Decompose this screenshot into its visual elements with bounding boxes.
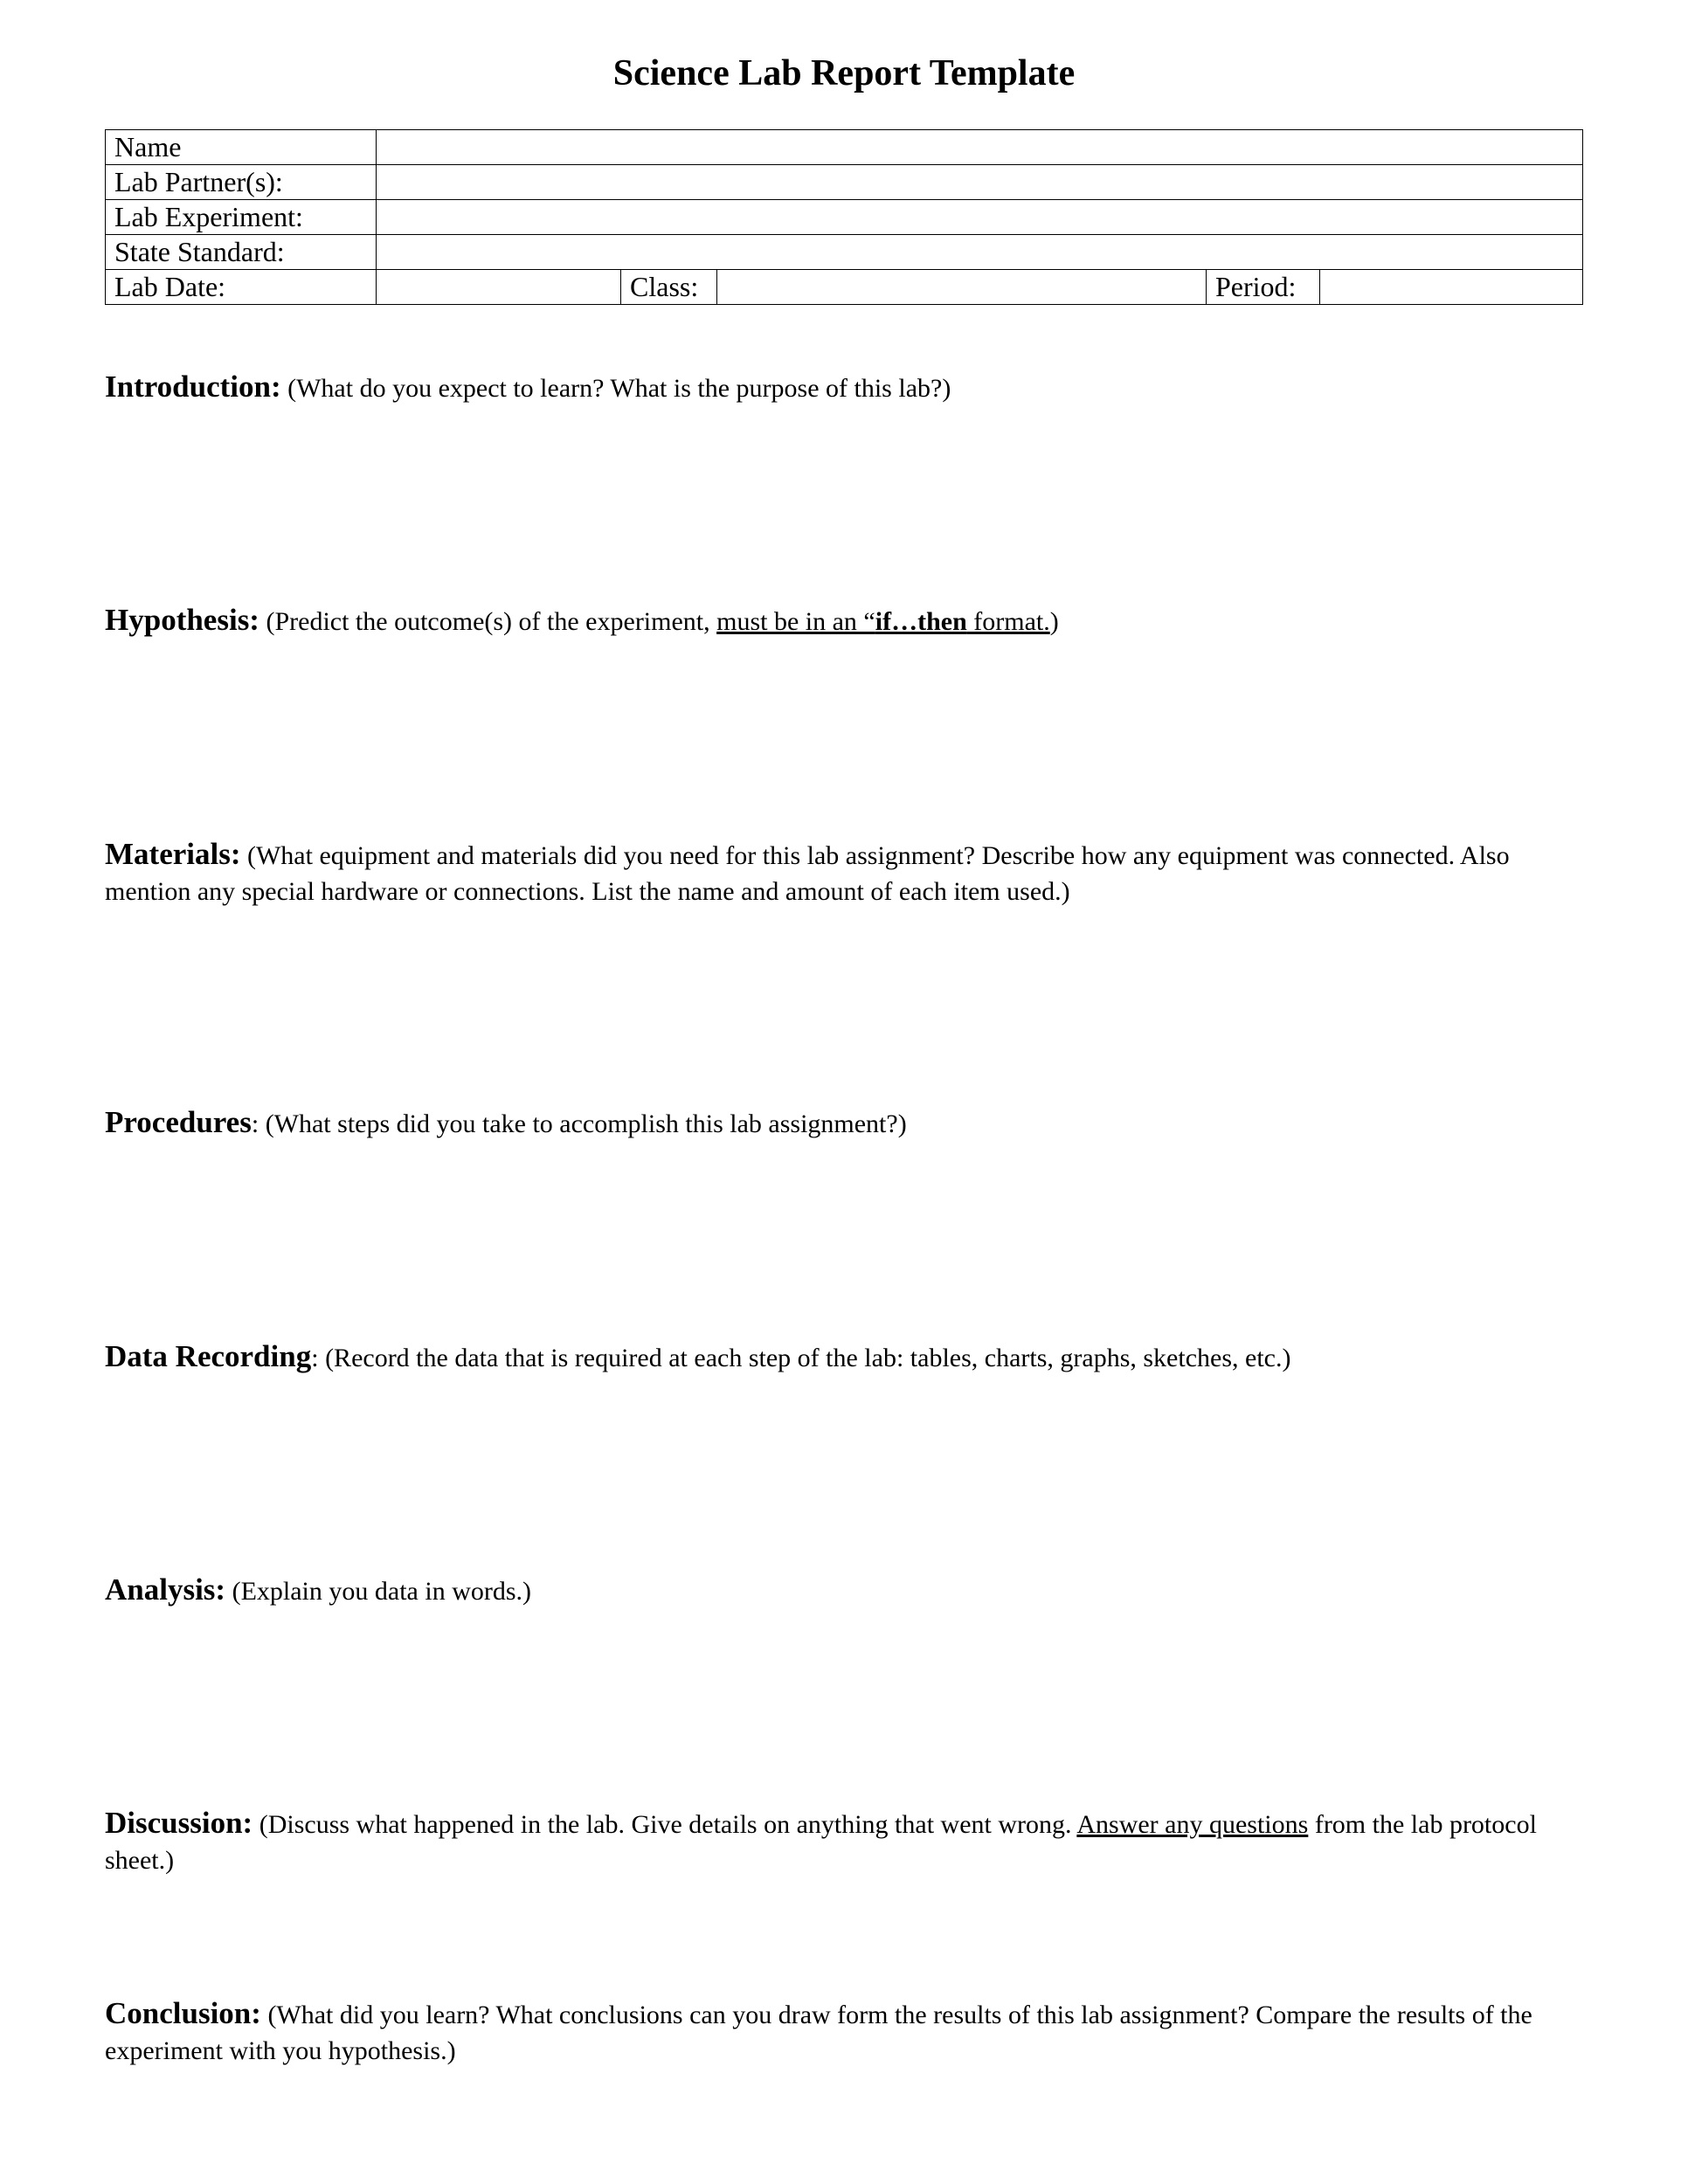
label-name: Name: [106, 130, 377, 165]
hint-hypothesis-bold: if…then: [875, 607, 967, 636]
colon-data-recording: :: [311, 1344, 318, 1372]
hint-discussion-prefix: (Discuss what happened in the lab. Give …: [253, 1810, 1076, 1839]
label-date: Lab Date:: [106, 270, 377, 305]
heading-hypothesis: Hypothesis:: [105, 603, 259, 637]
hint-materials: (What equipment and materials did you ne…: [105, 841, 1510, 906]
hint-hypothesis-underline-pre: must be in an “: [716, 607, 875, 636]
label-standard: State Standard:: [106, 235, 377, 270]
section-conclusion: Conclusion: (What did you learn? What co…: [105, 1993, 1583, 2070]
heading-materials: Materials:: [105, 837, 240, 871]
label-experiment: Lab Experiment:: [106, 200, 377, 235]
value-period[interactable]: [1320, 270, 1583, 305]
hint-hypothesis-suffix: ): [1050, 607, 1059, 636]
header-row-date: Lab Date: Class: Period:: [106, 270, 1583, 305]
header-row-partners: Lab Partner(s):: [106, 165, 1583, 200]
label-class: Class:: [621, 270, 717, 305]
header-row-experiment: Lab Experiment:: [106, 200, 1583, 235]
colon-procedures: :: [252, 1109, 259, 1138]
hint-hypothesis-underline-post: format.: [967, 607, 1050, 636]
section-data-recording: Data Recording: (Record the data that is…: [105, 1336, 1583, 1377]
hint-conclusion: (What did you learn? What conclusions ca…: [105, 2001, 1532, 2065]
value-standard[interactable]: [377, 235, 1583, 270]
value-experiment[interactable]: [377, 200, 1583, 235]
hint-introduction: (What do you expect to learn? What is th…: [281, 374, 951, 403]
hint-procedures: (What steps did you take to accomplish t…: [259, 1109, 907, 1138]
heading-analysis: Analysis:: [105, 1572, 225, 1607]
header-table: Name Lab Partner(s): Lab Experiment: Sta…: [105, 129, 1583, 305]
heading-data-recording: Data Recording: [105, 1339, 311, 1373]
header-row-standard: State Standard:: [106, 235, 1583, 270]
hint-data-recording: (Record the data that is required at eac…: [319, 1344, 1291, 1372]
section-analysis: Analysis: (Explain you data in words.): [105, 1569, 1583, 1610]
section-procedures: Procedures: (What steps did you take to …: [105, 1102, 1583, 1143]
label-period: Period:: [1207, 270, 1320, 305]
heading-conclusion: Conclusion:: [105, 1996, 261, 2030]
value-date[interactable]: [377, 270, 621, 305]
hint-hypothesis-prefix: (Predict the outcome(s) of the experimen…: [259, 607, 716, 636]
value-name[interactable]: [377, 130, 1583, 165]
hint-discussion-underline: Answer any questions: [1076, 1810, 1308, 1839]
heading-procedures: Procedures: [105, 1105, 252, 1139]
heading-discussion: Discussion:: [105, 1806, 253, 1840]
value-partners[interactable]: [377, 165, 1583, 200]
heading-introduction: Introduction:: [105, 370, 281, 404]
section-introduction: Introduction: (What do you expect to lea…: [105, 366, 1583, 407]
label-partners: Lab Partner(s):: [106, 165, 377, 200]
section-materials: Materials: (What equipment and materials…: [105, 833, 1583, 910]
section-hypothesis: Hypothesis: (Predict the outcome(s) of t…: [105, 599, 1583, 640]
header-row-name: Name: [106, 130, 1583, 165]
hint-analysis: (Explain you data in words.): [225, 1577, 531, 1606]
section-discussion: Discussion: (Discuss what happened in th…: [105, 1802, 1583, 1879]
page-title: Science Lab Report Template: [105, 52, 1583, 94]
value-class[interactable]: [717, 270, 1207, 305]
